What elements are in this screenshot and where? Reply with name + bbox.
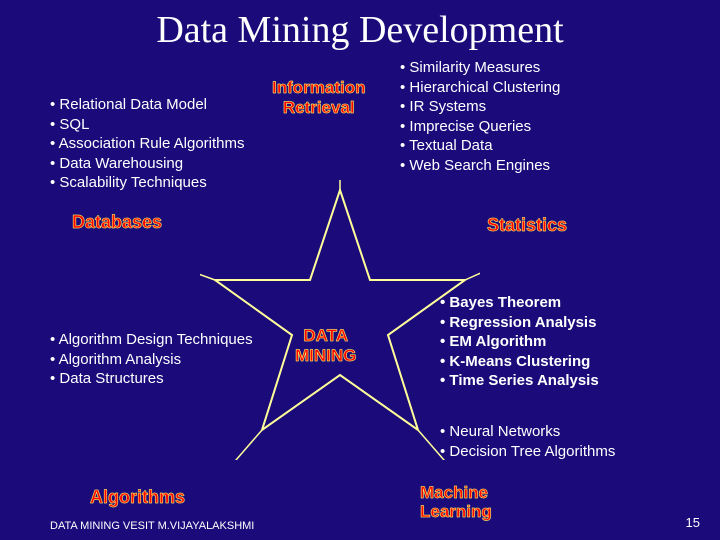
list-item: Data Structures xyxy=(50,369,253,389)
label-text: MINING xyxy=(295,346,356,365)
list-item: Regression Analysis xyxy=(440,313,599,333)
list-item: Web Search Engines xyxy=(400,156,560,176)
star-arrow xyxy=(465,260,480,280)
list-item: Relational Data Model xyxy=(50,95,245,115)
list-item: Scalability Techniques xyxy=(50,173,245,193)
list-item: Textual Data xyxy=(400,136,560,156)
list-item: Time Series Analysis xyxy=(440,371,599,391)
footer-credits: DATA MINING VESIT M.VIJAYALAKSHMI xyxy=(50,520,254,532)
label-text: Machine xyxy=(420,483,488,502)
list-item: Hierarchical Clustering xyxy=(400,78,560,98)
list-item: Neural Networks xyxy=(440,422,615,442)
list-item: EM Algorithm xyxy=(440,332,599,352)
list-item: Association Rule Algorithms xyxy=(50,134,245,154)
label-text: Retrieval xyxy=(283,98,355,117)
list-item: Data Warehousing xyxy=(50,154,245,174)
star-arrow xyxy=(200,260,215,280)
slide-title: Data Mining Development xyxy=(0,0,720,52)
label-machine-learning: Machine Learning xyxy=(420,484,492,521)
star-arrow xyxy=(210,430,262,460)
label-information-retrieval: Information Retrieval xyxy=(272,78,366,118)
list-item: Decision Tree Algorithms xyxy=(440,442,615,462)
label-statistics: Statistics xyxy=(487,215,567,236)
list-databases: Relational Data Model SQL Association Ru… xyxy=(50,95,245,193)
list-item: Bayes Theorem xyxy=(440,293,599,313)
list-statistics: Bayes Theorem Regression Analysis EM Alg… xyxy=(440,293,599,391)
list-item: IR Systems xyxy=(400,97,560,117)
list-item: Imprecise Queries xyxy=(400,117,560,137)
list-machine-learning: Neural Networks Decision Tree Algorithms xyxy=(440,422,615,461)
label-text: DATA xyxy=(303,326,348,345)
label-algorithms: Algorithms xyxy=(90,487,185,508)
list-item: Algorithm Design Techniques xyxy=(50,330,253,350)
star-diagram xyxy=(200,180,480,460)
slide-number: 15 xyxy=(686,515,700,530)
list-item: Algorithm Analysis xyxy=(50,350,253,370)
list-item: Similarity Measures xyxy=(400,58,560,78)
label-data-mining: DATA MINING xyxy=(295,326,356,366)
label-text: Learning xyxy=(420,502,492,521)
label-databases: Databases xyxy=(72,212,162,233)
list-item: SQL xyxy=(50,115,245,135)
label-text: Information xyxy=(272,78,366,97)
list-information-retrieval: Similarity Measures Hierarchical Cluster… xyxy=(400,58,560,175)
star-outline xyxy=(215,190,465,430)
list-algorithms: Algorithm Design Techniques Algorithm An… xyxy=(50,330,253,389)
list-item: K-Means Clustering xyxy=(440,352,599,372)
